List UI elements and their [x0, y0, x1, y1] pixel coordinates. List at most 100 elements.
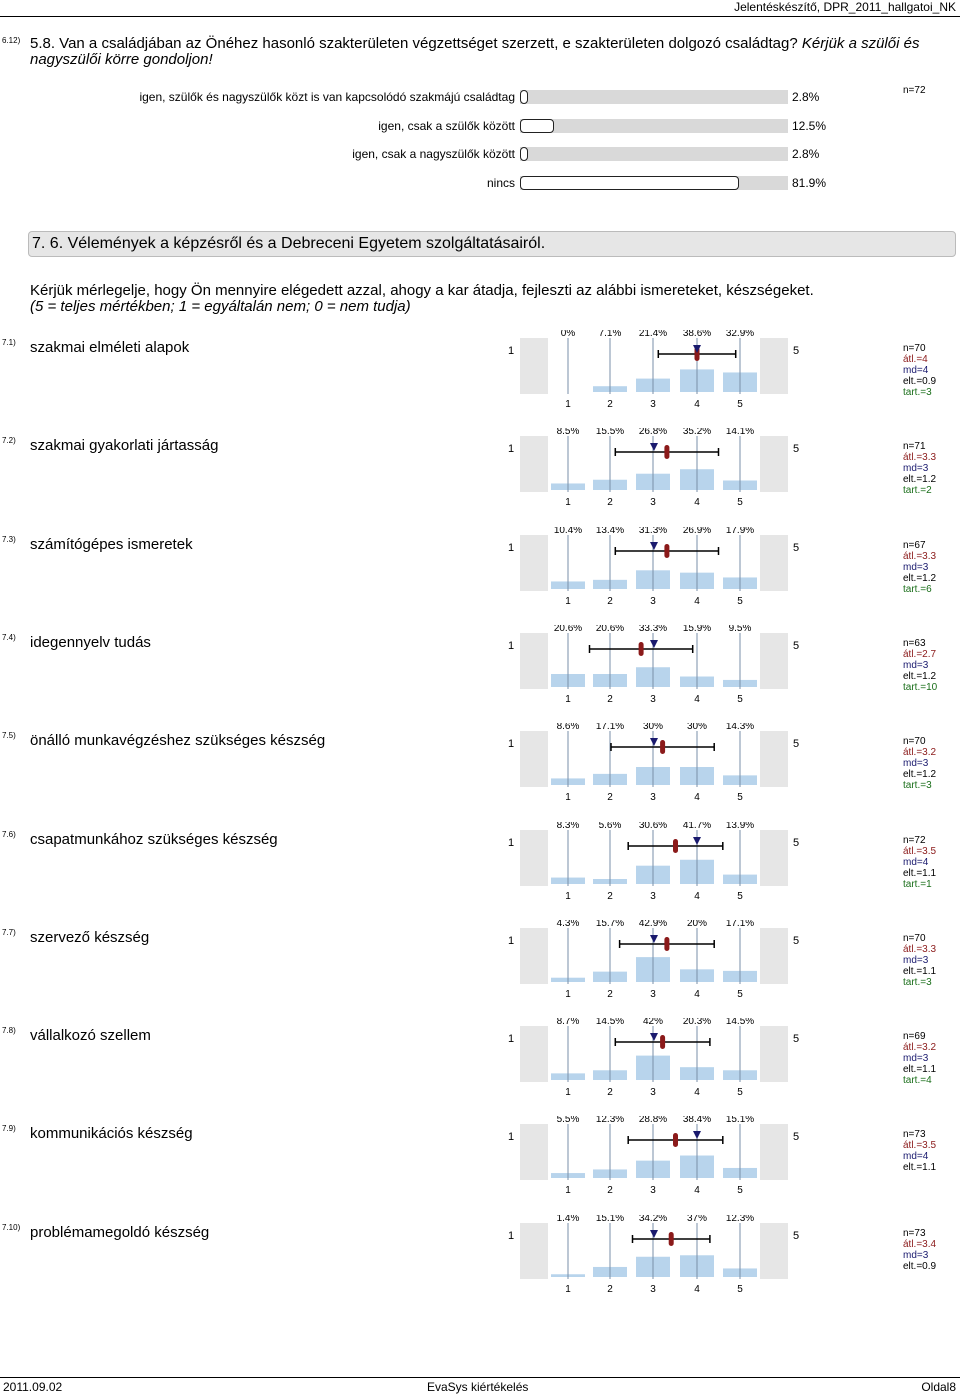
scale-high: 5 [793, 1131, 800, 1143]
rating-chart: 1.4% 15.1% 34.2% 37% 12.3% 1 2 3 4 5 [520, 1215, 788, 1295]
percent-label: 38.6% [683, 330, 711, 339]
option-percent: 2.8% [792, 147, 820, 161]
item-stats: n=70 átl.=3.3 md=3 elt.=1.1 tart.=3 [903, 933, 936, 988]
chart-frame-left [520, 731, 548, 787]
scale-low: 1 [508, 443, 515, 455]
option-percent: 2.8% [792, 90, 820, 104]
footer-center: EvaSys kiértékelés [427, 1380, 529, 1394]
question-main: 5.8. Van a családjában az Önéhez hasonló… [30, 35, 798, 52]
mean-marker [660, 1035, 666, 1049]
tick-label: 3 [650, 497, 656, 508]
intro-text: Kérjük mérlegelje, hogy Ön mennyire elég… [30, 283, 950, 315]
tick-label: 5 [737, 694, 743, 705]
item-stats: n=72 átl.=3.5 md=4 elt.=1.1 tart.=1 [903, 835, 936, 890]
tick-label: 5 [737, 989, 743, 1000]
tick-label: 4 [694, 1284, 700, 1295]
stat-elt: elt.=1.1 [903, 868, 937, 879]
tick-label: 3 [650, 989, 656, 1000]
percent-label: 41.7% [683, 822, 711, 831]
option-percent: 81.9% [792, 176, 827, 190]
stat-atl: átl.=3.4 [903, 1239, 937, 1250]
tick-label: 4 [694, 497, 700, 508]
question-text: 5.8. Van a családjában az Önéhez hasonló… [30, 36, 930, 68]
stat-elt: elt.=1.2 [903, 769, 937, 780]
percent-label: 17.1% [596, 723, 624, 732]
item-number: 7.9) [2, 1124, 16, 1133]
tick-label: 4 [694, 1087, 700, 1098]
tick-label: 3 [650, 1087, 656, 1098]
tick-label: 5 [737, 1185, 743, 1196]
percent-label: 34.2% [639, 1215, 667, 1224]
tick-label: 2 [607, 792, 613, 803]
tick-label: 1 [565, 1284, 571, 1295]
stat-elt: elt.=0.9 [903, 1261, 937, 1272]
scale-low: 1 [508, 935, 515, 947]
percent-label: 8.3% [557, 822, 580, 831]
tick-label: 1 [565, 497, 571, 508]
stat-tart: tart.=2 [903, 485, 932, 496]
tick-label: 5 [737, 792, 743, 803]
item-stats: n=67 átl.=3.3 md=3 elt.=1.2 tart.=6 [903, 540, 936, 595]
chart-frame-left [520, 633, 548, 689]
tick-label: 5 [737, 399, 743, 410]
footer-divider [0, 1377, 960, 1378]
item-title: önálló munkavégzéshez szükséges készség [30, 732, 326, 749]
report-header: Jelentéskészítő, DPR_2011_hallgatoi_NK [734, 0, 956, 14]
item-title: csapatmunkához szükséges készség [30, 831, 278, 848]
option-label: igen, csak a nagyszülők között [352, 147, 515, 161]
tick-label: 4 [694, 596, 700, 607]
percent-label: 30% [643, 723, 663, 732]
stat-elt: elt.=1.1 [903, 966, 937, 977]
median-marker [693, 345, 701, 353]
scale-low: 1 [508, 542, 515, 554]
tick-label: 1 [565, 596, 571, 607]
tick-label: 5 [737, 1284, 743, 1295]
chart-frame-right [760, 338, 788, 394]
item-stats: n=73 átl.=3.4 md=3 elt.=0.9 [903, 1228, 936, 1272]
stat-tart: tart.=3 [903, 977, 932, 988]
item-number: 7.8) [2, 1026, 16, 1035]
percent-label: 31.3% [639, 527, 667, 536]
percent-label: 17.1% [726, 920, 754, 929]
tick-label: 3 [650, 891, 656, 902]
median-marker [650, 640, 658, 648]
stat-md: md=3 [903, 955, 929, 966]
stat-elt: elt.=1.2 [903, 474, 937, 485]
tick-label: 5 [737, 1087, 743, 1098]
stat-atl: átl.=3.2 [903, 747, 937, 758]
item-number: 7.4) [2, 633, 16, 642]
option-bar [520, 147, 528, 161]
scale-high: 5 [793, 935, 800, 947]
tick-label: 3 [650, 694, 656, 705]
tick-label: 1 [565, 694, 571, 705]
scale-low: 1 [508, 1230, 515, 1242]
intro-line2: (5 = teljes mértékben; 1 = egyáltalán ne… [30, 298, 411, 315]
option-percent: 12.5% [792, 119, 827, 133]
tick-label: 1 [565, 1185, 571, 1196]
option-track [520, 119, 788, 133]
percent-label: 30% [687, 723, 707, 732]
stat-n: n=70 [903, 933, 926, 944]
item-title: kommunikációs készség [30, 1125, 193, 1142]
percent-label: 15.5% [596, 428, 624, 437]
percent-label: 9.5% [729, 625, 752, 634]
stat-n: n=69 [903, 1031, 926, 1042]
response-count: n=72 [903, 85, 926, 96]
percent-label: 28.8% [639, 1116, 667, 1125]
chart-frame-right [760, 1026, 788, 1082]
item-title: szakmai elméleti alapok [30, 339, 190, 356]
item-number: 7.10) [2, 1223, 21, 1232]
mean-marker [660, 740, 666, 754]
section-header: 7. 6. Vélemények a képzésről és a Debrec… [28, 231, 956, 257]
stat-md: md=3 [903, 660, 929, 671]
percent-label: 7.1% [599, 330, 622, 339]
stat-md: md=3 [903, 562, 929, 573]
tick-label: 4 [694, 792, 700, 803]
tick-label: 2 [607, 694, 613, 705]
percent-label: 8.7% [557, 1018, 580, 1027]
item-title: szervező készség [30, 929, 150, 946]
percent-label: 13.4% [596, 527, 624, 536]
option-label: igen, csak a szülők között [378, 119, 515, 133]
option-label: igen, szülők és nagyszülők közt is van k… [139, 90, 515, 104]
item-number: 7.3) [2, 535, 16, 544]
